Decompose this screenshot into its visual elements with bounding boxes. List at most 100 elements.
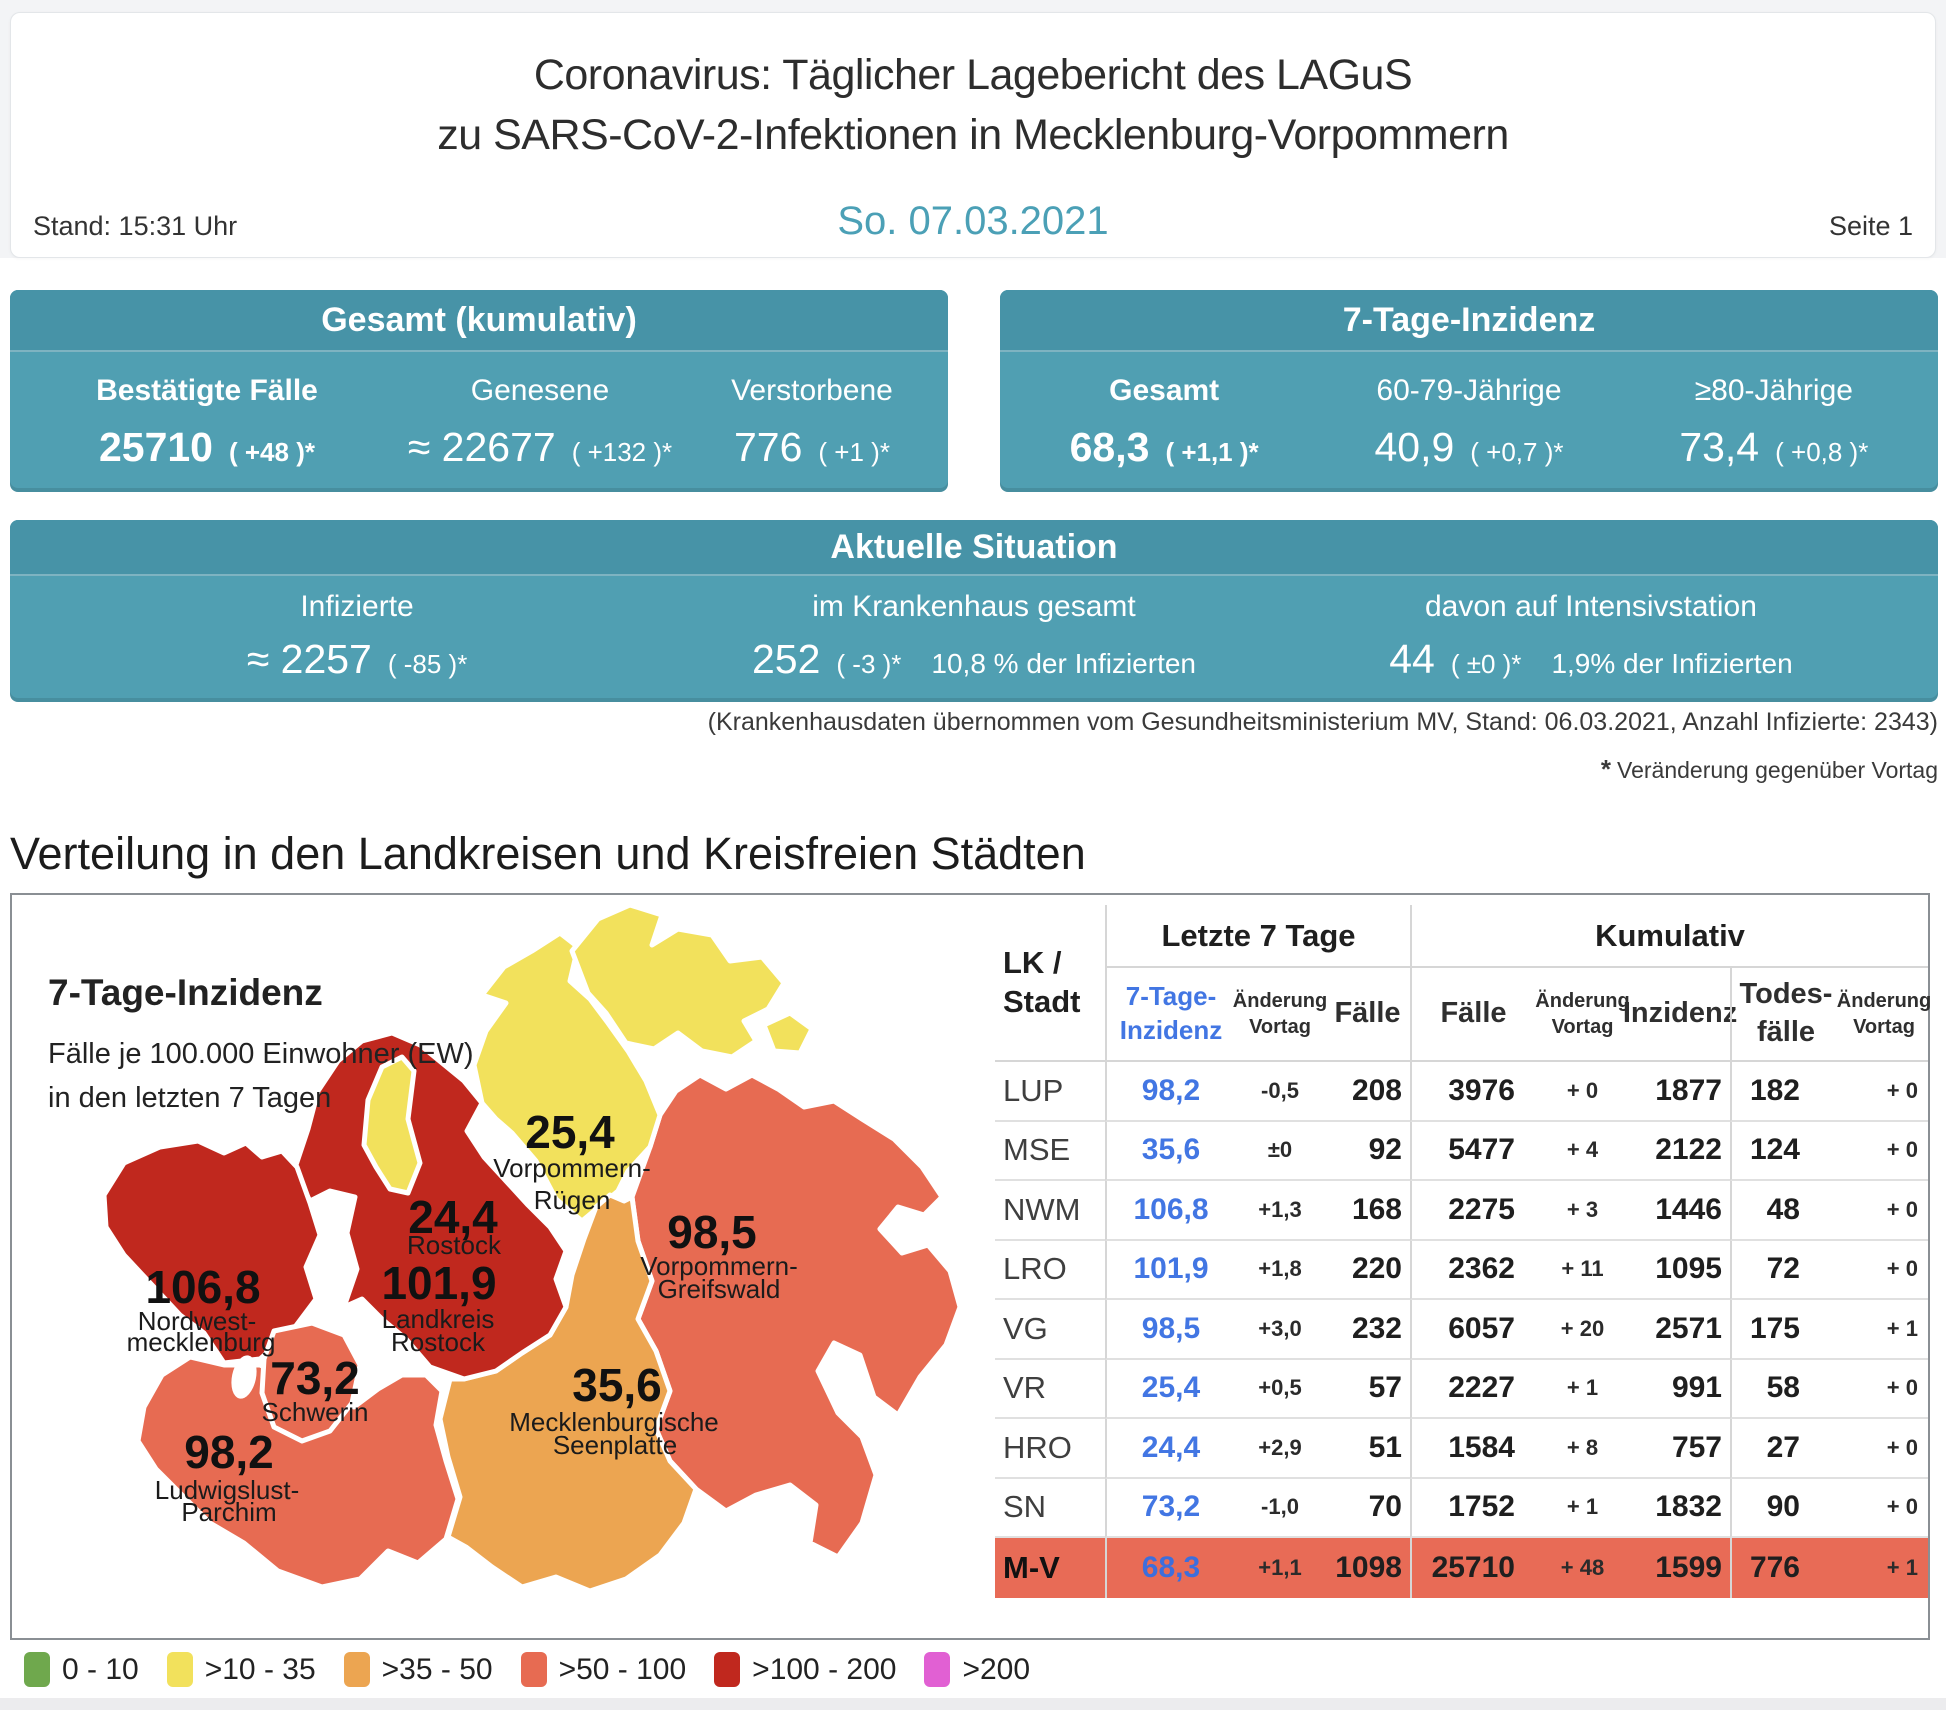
table-cell-kinz: 1095	[1630, 1241, 1730, 1300]
panel-gesamt-kumulativ: Gesamt (kumulativ) Bestätigte Fälle 2571…	[10, 290, 948, 492]
table-cell-kchg: + 20	[1535, 1300, 1630, 1360]
metric-value: 40,9	[1374, 423, 1455, 470]
table-cell-kfaelle: 5477	[1410, 1121, 1535, 1181]
metric-label: davon auf Intensivstation	[1425, 589, 1757, 623]
map-label-value-vg: 98,5	[667, 1206, 757, 1258]
table-cell-inz7: 98,2	[1105, 1062, 1235, 1122]
map-label-value-lro: 101,9	[381, 1257, 496, 1309]
table-header-lk-line1: LK /	[1003, 944, 1062, 980]
metric-change: ( +1,1 )*	[1165, 436, 1259, 467]
map-label-name-nwm: Nordwest-	[138, 1306, 256, 1336]
panel-inzidenz-title: 7-Tage-Inzidenz	[1000, 290, 1938, 352]
legend-label: >100 - 200	[752, 1652, 897, 1686]
table-cell-kinz: 2122	[1630, 1122, 1730, 1181]
table-subheader-todesfaelle: Todes-fälle	[1730, 968, 1840, 1062]
table-cell-name: MSE	[995, 1122, 1105, 1181]
map-and-table-container: 7-Tage-Inzidenz Fälle je 100.000 Einwohn…	[10, 893, 1931, 1640]
table-cell-kfaelle: 1584	[1410, 1419, 1535, 1479]
table-cell-inz7: 73,2	[1105, 1478, 1235, 1538]
table-subheader-faelle-7t: Fälle	[1325, 968, 1410, 1062]
table-cell-name: VR	[995, 1360, 1105, 1419]
metric-value: 776	[734, 423, 803, 470]
legend-swatch	[520, 1652, 547, 1687]
table-cell-chg7: -0,5	[1235, 1062, 1325, 1122]
page-bottom-strip	[0, 1698, 1946, 1710]
table-cell-faelle7: 220	[1325, 1241, 1410, 1300]
table-cell-inz7: 98,5	[1105, 1300, 1235, 1360]
table-cell-chg7: ±0	[1235, 1122, 1325, 1181]
table-cell-tchg: + 0	[1840, 1122, 1928, 1181]
table-total-cell-kfaelle: 25710	[1410, 1538, 1535, 1598]
metric-label: Gesamt	[1109, 373, 1220, 407]
table-cell-chg7: +3,0	[1235, 1300, 1325, 1360]
table-total-cell-name: M-V	[995, 1538, 1105, 1598]
map-label-name-vg: Vorpommern-	[640, 1251, 798, 1281]
table-group-kumulativ: Kumulativ	[1410, 905, 1928, 968]
report-header: Coronavirus: Täglicher Lagebericht des L…	[10, 12, 1936, 258]
legend-item: >10 - 35	[166, 1652, 316, 1687]
metric-genesene: Genesene ≈ 22677 ( +132 )*	[404, 352, 676, 492]
metric-verstorbene: Verstorbene 776 ( +1 )*	[676, 352, 948, 492]
table-cell-name: NWM	[995, 1181, 1105, 1241]
map-label-name-lup: Parchim	[181, 1497, 276, 1527]
legend-item: >50 - 100	[520, 1652, 686, 1687]
table-cell-faelle7: 168	[1325, 1181, 1410, 1241]
section-title-verteilung: Verteilung in den Landkreisen und Kreisf…	[10, 828, 1086, 879]
table-cell-kinz: 1832	[1630, 1479, 1730, 1538]
table-cell-kinz: 757	[1630, 1419, 1730, 1479]
legend-item: 0 - 10	[24, 1652, 139, 1687]
metric-value: 25710	[98, 423, 213, 470]
table-cell-chg7: +2,9	[1235, 1419, 1325, 1479]
metric-change: ( +1 )*	[818, 436, 890, 467]
table-header-lk-stadt: LK / Stadt	[995, 905, 1105, 1062]
legend-item: >35 - 50	[343, 1652, 493, 1687]
table-cell-tote: 182	[1730, 1062, 1840, 1122]
table-cell-tchg: + 0	[1840, 1479, 1928, 1538]
map-label-name-hro: Rostock	[407, 1230, 502, 1260]
map-region-schwerin	[259, 1320, 363, 1444]
table-cell-tchg: + 0	[1840, 1062, 1928, 1122]
metric-label: im Krankenhaus gesamt	[812, 589, 1136, 623]
map-label-name-nwm: mecklenburg	[127, 1327, 276, 1357]
map-label-value-vr: 25,4	[525, 1106, 615, 1158]
metric-change: ( +132 )*	[571, 436, 673, 467]
map-region-ruegen-island-small	[761, 1010, 815, 1056]
map-label-name-lro: Rostock	[391, 1327, 486, 1357]
map-legend: 0 - 10 >10 - 35 >35 - 50 >50 - 100 >100 - 20…	[24, 1652, 1030, 1687]
table-cell-faelle7: 232	[1325, 1300, 1410, 1360]
panel-7-tage-inzidenz: 7-Tage-Inzidenz Gesamt 68,3 ( +1,1 )* 60…	[1000, 290, 1938, 492]
table-cell-kinz: 991	[1630, 1360, 1730, 1419]
table-subheader-aenderung-vortag-tote: Änderung Vortag	[1837, 968, 1931, 1062]
metric-label: 60-79-Jährige	[1376, 373, 1562, 407]
map-region-ruegen-island	[569, 902, 787, 1060]
map-title: 7-Tage-Inzidenz	[48, 972, 323, 1013]
legend-label: >35 - 50	[381, 1652, 493, 1686]
table-cell-faelle7: 208	[1325, 1062, 1410, 1122]
table-cell-kfaelle: 2275	[1410, 1181, 1535, 1241]
table-total-cell-inz7: 68,3	[1105, 1538, 1235, 1598]
map-subtitle-line1: Fälle je 100.000 Einwohner (EW)	[48, 1038, 474, 1070]
table-total-cell-chg7: +1,1	[1235, 1538, 1325, 1598]
metric-value: ≈ 22677	[407, 423, 556, 470]
metric-krankenhaus: im Krankenhaus gesamt 252 ( -3 )* 10,8 %…	[704, 576, 1244, 696]
table-cell-chg7: +1,3	[1235, 1181, 1325, 1241]
table-cell-tchg: + 0	[1840, 1241, 1928, 1300]
legend-item: >100 - 200	[714, 1652, 896, 1687]
legend-label: >200	[962, 1652, 1031, 1686]
legend-item: >200	[924, 1652, 1030, 1687]
map-label-name-mse: Mecklenburgische	[509, 1407, 719, 1437]
table-cell-kchg: + 4	[1535, 1122, 1630, 1181]
table-cell-tchg: + 0	[1840, 1360, 1928, 1419]
map-label-name-vr: Rügen	[534, 1185, 611, 1215]
table-cell-tchg: + 0	[1840, 1181, 1928, 1241]
asterisk: *	[1600, 754, 1611, 784]
metric-bestaetigte-faelle: Bestätigte Fälle 25710 ( +48 )*	[10, 352, 404, 492]
legend-swatch	[24, 1652, 50, 1687]
metric-intensivstation: davon auf Intensivstation 44 ( ±0 )* 1,9…	[1244, 576, 1938, 696]
report-timestamp: Stand: 15:31 Uhr	[33, 211, 238, 241]
map-region-vorpommern-ruegen	[471, 930, 663, 1224]
table-cell-kfaelle: 1752	[1410, 1478, 1535, 1538]
table-cell-kfaelle: 6057	[1410, 1300, 1535, 1360]
map-label-name-lup: Ludwigslust-	[155, 1475, 300, 1505]
table-cell-tote: 90	[1730, 1478, 1840, 1538]
